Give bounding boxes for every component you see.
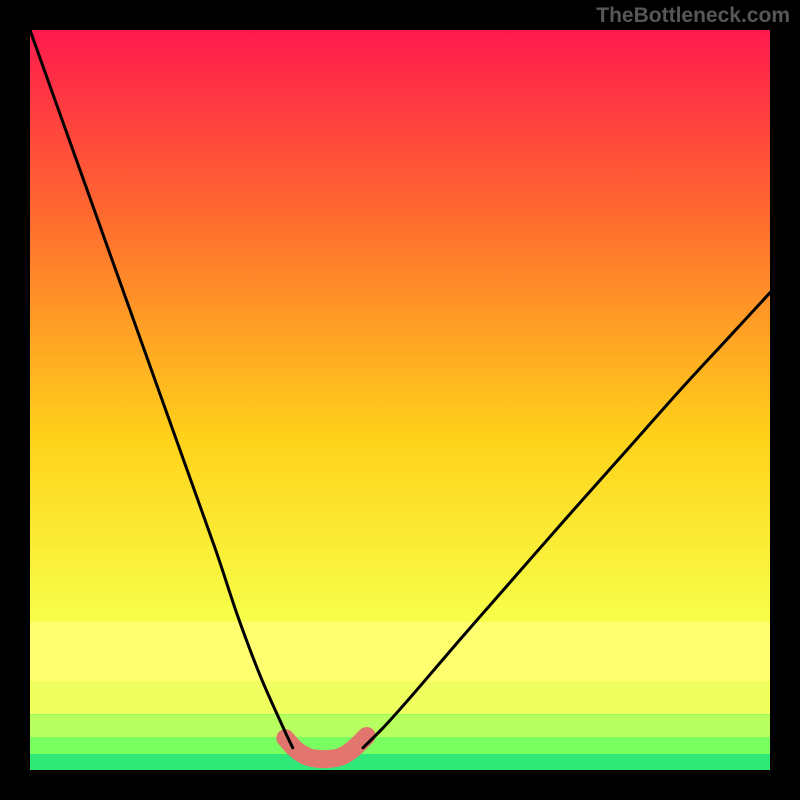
- highlight-curve: [285, 736, 366, 759]
- watermark-text: TheBottleneck.com: [596, 4, 790, 28]
- curves-svg: [30, 30, 770, 770]
- plot-area: [30, 30, 770, 770]
- left-curve: [30, 30, 293, 748]
- right-curve: [363, 293, 770, 748]
- chart-container: TheBottleneck.com: [0, 0, 800, 800]
